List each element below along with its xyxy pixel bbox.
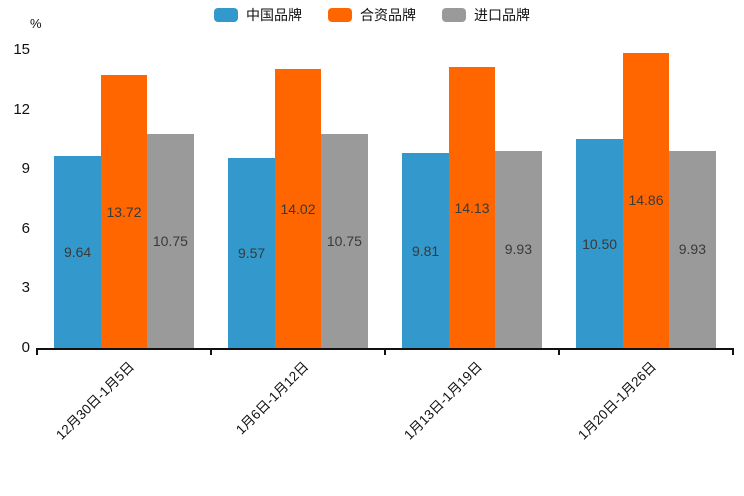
bar-value-label: 14.13 [454, 199, 490, 216]
bar-value-label: 10.75 [326, 233, 362, 250]
legend-label: 中国品牌 [246, 7, 302, 23]
bar-value-label: 13.72 [106, 203, 142, 220]
bar-进口品牌-3: 9.93 [495, 150, 542, 348]
bar-value-label: 10.50 [582, 235, 618, 252]
bar-进口品牌-2: 10.75 [321, 134, 368, 348]
bar-合资品牌-3: 14.13 [448, 67, 496, 348]
bar-value-label: 9.57 [237, 244, 266, 261]
y-tick-label: 15 [13, 41, 30, 58]
legend-item-3[interactable]: 进口品牌 [442, 8, 530, 22]
x-category-label: 1月13日-1月19日 [401, 358, 486, 443]
y-tick-label: 0 [21, 339, 30, 356]
x-tick-mark [384, 350, 386, 355]
bar-合资品牌-1: 13.72 [100, 75, 148, 348]
y-tick-label: 9 [21, 160, 30, 178]
x-axis-line [36, 348, 734, 350]
x-category-label: 1月20日-1月26日 [575, 358, 660, 443]
legend-swatch-icon [214, 8, 238, 22]
bar-value-label: 10.75 [152, 233, 188, 250]
x-tick-mark [558, 350, 560, 355]
x-category-label: 1月6日-1月12日 [232, 358, 312, 438]
bar-value-label: 14.02 [280, 200, 316, 217]
bar-中国品牌-4: 10.50 [576, 139, 623, 348]
bar-合资品牌-2: 14.02 [274, 69, 322, 348]
bar-value-label: 9.93 [504, 241, 532, 258]
legend-swatch-icon [328, 8, 352, 22]
x-category-label: 12月30日-1月5日 [53, 358, 138, 443]
legend-label: 合资品牌 [360, 7, 416, 23]
legend-item-2[interactable]: 合资品牌 [328, 8, 416, 22]
bar-value-label: 9.81 [411, 242, 440, 259]
x-tick-mark [732, 350, 734, 355]
bar-中国品牌-3: 9.81 [402, 153, 449, 348]
bar-进口品牌-1: 10.75 [147, 134, 194, 348]
x-tick-mark [210, 350, 212, 355]
bar-进口品牌-4: 9.93 [669, 150, 716, 348]
bar-中国品牌-1: 9.64 [54, 156, 101, 348]
y-tick-label: 3 [21, 279, 30, 297]
bar-合资品牌-4: 14.86 [622, 52, 670, 348]
y-tick-label: 6 [21, 219, 30, 237]
bar-value-label: 14.86 [628, 192, 664, 209]
y-tick-label: 12 [13, 100, 30, 118]
legend-label: 进口品牌 [474, 7, 530, 23]
bar-value-label: 9.93 [678, 241, 706, 258]
bar-value-label: 9.64 [63, 244, 92, 261]
bar-中国品牌-2: 9.57 [228, 157, 275, 348]
legend: 中国品牌 合资品牌 进口品牌 [0, 8, 744, 22]
legend-swatch-icon [442, 8, 466, 22]
legend-item-1[interactable]: 中国品牌 [214, 8, 302, 22]
x-tick-mark [36, 350, 38, 355]
y-axis-unit-label: % [30, 16, 42, 31]
